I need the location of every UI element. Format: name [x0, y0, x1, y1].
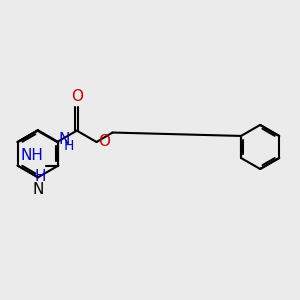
Text: N: N: [33, 182, 44, 197]
Text: H: H: [63, 139, 74, 153]
Text: O: O: [98, 134, 110, 149]
Text: H: H: [34, 169, 46, 184]
Text: N: N: [58, 132, 70, 147]
Text: NH: NH: [21, 148, 44, 163]
Text: O: O: [71, 89, 83, 104]
